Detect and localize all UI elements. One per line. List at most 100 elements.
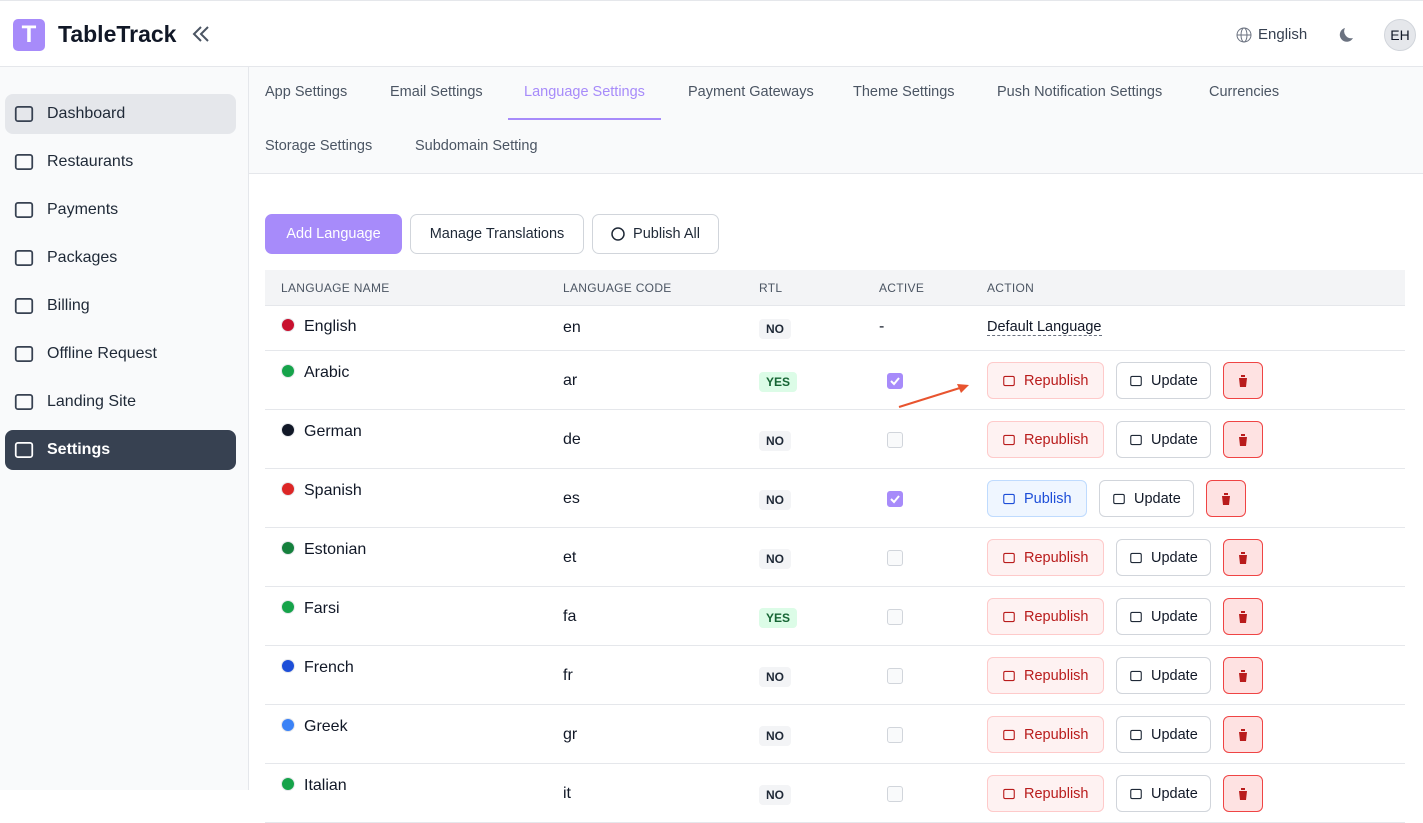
column-header: LANGUAGE NAME <box>281 281 390 295</box>
icon <box>14 249 34 267</box>
tab[interactable]: Theme Settings <box>853 84 955 100</box>
globe-icon <box>611 227 625 241</box>
flag <box>281 659 295 673</box>
theme-toggle[interactable] <box>1338 25 1358 45</box>
active-checkbox[interactable] <box>887 727 903 743</box>
update-button[interactable]: Update <box>1116 716 1211 753</box>
tab[interactable]: Payment Gateways <box>688 84 814 100</box>
language-code: en <box>563 319 581 336</box>
rtl-badge: NO <box>759 726 791 746</box>
icon <box>1130 611 1142 622</box>
language-switch[interactable]: English <box>1236 26 1307 43</box>
add-language-button[interactable]: Add Language <box>265 214 402 254</box>
delete-button[interactable] <box>1223 657 1263 694</box>
flag <box>281 718 295 732</box>
tab[interactable]: Language Settings <box>508 67 661 120</box>
language-code: fa <box>563 608 577 625</box>
update-button[interactable]: Update <box>1116 421 1211 458</box>
active-checkbox[interactable] <box>887 550 903 566</box>
tab[interactable]: Email Settings <box>390 84 483 100</box>
delete-button[interactable] <box>1206 480 1246 517</box>
publish-label: Republish <box>1024 372 1089 389</box>
language-name: Farsi <box>281 600 340 618</box>
active-checkbox[interactable] <box>887 432 903 448</box>
publish-all-button[interactable]: Publish All <box>592 214 719 254</box>
publish-label: Republish <box>1024 785 1089 802</box>
trash-icon <box>1238 433 1248 446</box>
sidebar-item[interactable]: Payments <box>5 190 236 230</box>
language-name: Italian <box>281 777 347 795</box>
language-name-text: German <box>304 423 362 440</box>
brand[interactable]: TableTrack <box>58 21 177 47</box>
table-row: English en NO - Default Language <box>265 306 1405 351</box>
table-row: French fr NO Republish Update <box>265 646 1405 705</box>
languages-table: LANGUAGE NAME LANGUAGE CODE RTL ACTIVE ACTIO… <box>265 270 1405 823</box>
update-label: Update <box>1151 549 1198 566</box>
update-label: Update <box>1151 785 1198 802</box>
update-button[interactable]: Update <box>1116 775 1211 812</box>
update-button[interactable]: Update <box>1099 480 1194 517</box>
language-name-text: Farsi <box>304 600 340 617</box>
update-button[interactable]: Update <box>1116 598 1211 635</box>
delete-button[interactable] <box>1223 539 1263 576</box>
delete-button[interactable] <box>1223 421 1263 458</box>
active-checkbox[interactable] <box>887 609 903 625</box>
check <box>890 377 900 386</box>
delete-button[interactable] <box>1223 362 1263 399</box>
publish-button[interactable]: Republish <box>987 539 1104 576</box>
tab[interactable]: Push Notification Settings <box>997 84 1163 100</box>
delete-button[interactable] <box>1223 775 1263 812</box>
tab[interactable]: Subdomain Setting <box>415 138 538 154</box>
tab[interactable]: Storage Settings <box>265 138 373 154</box>
language-name-text: English <box>304 318 357 335</box>
tab[interactable]: App Settings <box>265 84 348 100</box>
publish-button[interactable]: Republish <box>987 598 1104 635</box>
active-checkbox[interactable] <box>887 786 903 802</box>
language-name: German <box>281 423 362 441</box>
sidebar-item[interactable]: Dashboard <box>5 94 236 134</box>
icon <box>14 201 34 219</box>
update-button[interactable]: Update <box>1116 539 1211 576</box>
language-code: es <box>563 490 580 507</box>
update-button[interactable]: Update <box>1116 657 1211 694</box>
sidebar-label: Settings <box>47 441 111 458</box>
tab[interactable]: Currencies <box>1209 84 1280 100</box>
flag <box>281 777 295 791</box>
publish-label: Republish <box>1024 431 1089 448</box>
rtl-badge: NO <box>759 490 791 510</box>
publish-label: Republish <box>1024 608 1089 625</box>
globe-icon <box>1236 27 1252 42</box>
collapse-icon[interactable] <box>190 23 212 45</box>
icon <box>1003 552 1015 563</box>
sidebar-label: Billing <box>47 297 90 314</box>
publish-button[interactable]: Republish <box>987 362 1104 399</box>
avatar[interactable]: EH <box>1384 19 1416 51</box>
manage-translations-button[interactable]: Manage Translations <box>410 214 584 254</box>
language-name: English <box>281 318 356 336</box>
active-checkbox[interactable] <box>887 373 903 389</box>
icon <box>14 345 34 363</box>
flag <box>281 482 295 496</box>
active-checkbox[interactable] <box>887 668 903 684</box>
update-button[interactable]: Update <box>1116 362 1211 399</box>
sidebar-item[interactable]: Billing <box>5 286 236 326</box>
sidebar-item[interactable]: Settings <box>5 430 236 470</box>
language-code: et <box>563 549 577 566</box>
delete-button[interactable] <box>1223 716 1263 753</box>
publish-button[interactable]: Republish <box>987 421 1104 458</box>
publish-button[interactable]: Publish <box>987 480 1087 517</box>
active-checkbox[interactable] <box>887 491 903 507</box>
sidebar-item[interactable]: Packages <box>5 238 236 278</box>
rtl-badge: NO <box>759 319 791 339</box>
publish-button[interactable]: Republish <box>987 775 1104 812</box>
sidebar-item[interactable]: Offline Request <box>5 334 236 374</box>
icon <box>1003 729 1015 740</box>
sidebar-item[interactable]: Landing Site <box>5 382 236 422</box>
flag <box>281 541 295 555</box>
publish-button[interactable]: Republish <box>987 716 1104 753</box>
logo[interactable]: T <box>13 19 45 51</box>
sidebar-item[interactable]: Restaurants <box>5 142 236 182</box>
update-label: Update <box>1151 372 1198 389</box>
delete-button[interactable] <box>1223 598 1263 635</box>
publish-button[interactable]: Republish <box>987 657 1104 694</box>
